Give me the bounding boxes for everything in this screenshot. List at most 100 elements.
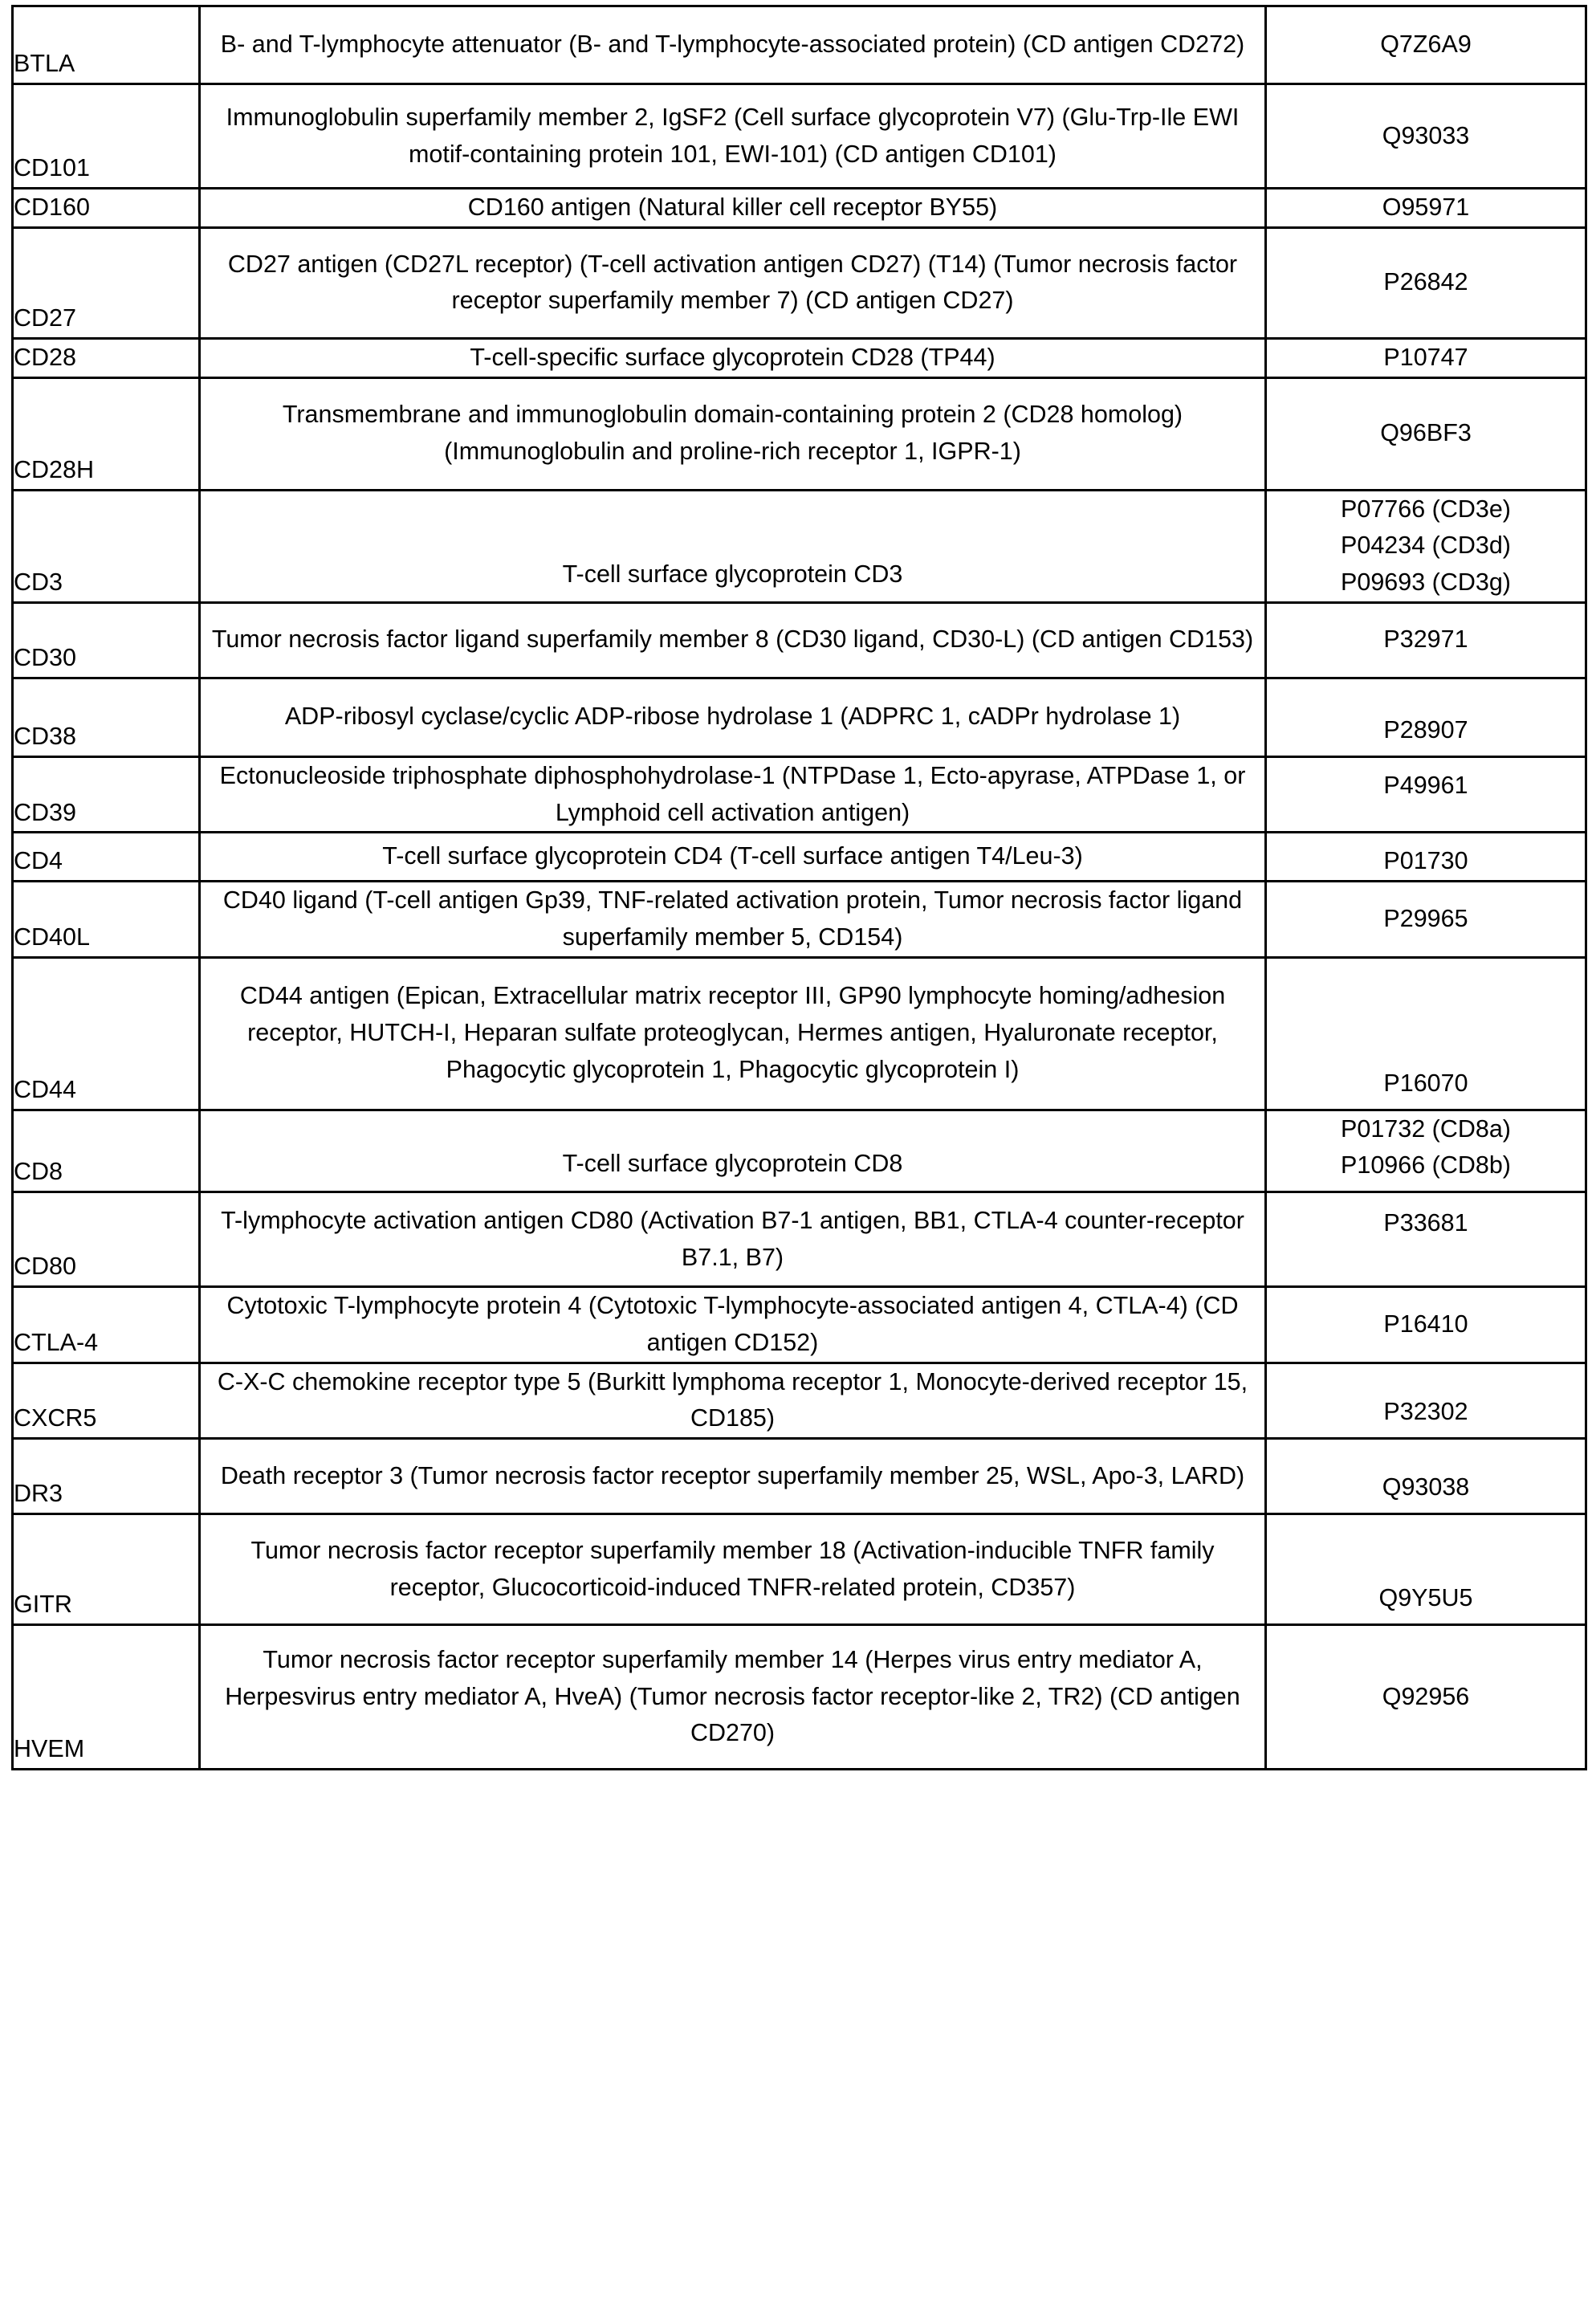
gene-symbol-cell: CD80	[13, 1192, 200, 1287]
protein-description-cell: Tumor necrosis factor receptor superfami…	[200, 1625, 1266, 1770]
protein-description-cell: CD27 antigen (CD27L receptor) (T-cell ac…	[200, 227, 1266, 338]
protein-description-cell: CD40 ligand (T-cell antigen Gp39, TNF-re…	[200, 882, 1266, 958]
protein-description-cell: T-cell surface glycoprotein CD3	[200, 490, 1266, 602]
protein-description-cell: T-cell surface glycoprotein CD4 (T-cell …	[200, 833, 1266, 882]
protein-description-cell: B- and T-lymphocyte attenuator (B- and T…	[200, 6, 1266, 84]
uniprot-accession-cell: P32971	[1266, 602, 1586, 678]
uniprot-accession: P10747	[1267, 340, 1585, 377]
uniprot-accession-cell: P29965	[1266, 882, 1586, 958]
uniprot-accession: P28907	[1267, 712, 1585, 749]
protein-description-cell: ADP-ribosyl cyclase/cyclic ADP-ribose hy…	[200, 678, 1266, 756]
uniprot-accession: P01732 (CD8a)	[1267, 1111, 1585, 1148]
protein-description-cell: Tumor necrosis factor receptor superfami…	[200, 1514, 1266, 1625]
gene-symbol-cell: DR3	[13, 1439, 200, 1514]
uniprot-accession: P32971	[1267, 621, 1585, 658]
gene-symbol-cell: CD3	[13, 490, 200, 602]
gene-symbol-cell: CD27	[13, 227, 200, 338]
gene-symbol-cell: CD28H	[13, 377, 200, 490]
protein-description-cell: T-cell surface glycoprotein CD8	[200, 1110, 1266, 1192]
table-row: CD44CD44 antigen (Epican, Extracellular …	[13, 957, 1586, 1110]
uniprot-accession: Q96BF3	[1267, 415, 1585, 452]
gene-symbol-cell: CD40L	[13, 882, 200, 958]
table-row: CD160CD160 antigen (Natural killer cell …	[13, 189, 1586, 228]
uniprot-accession: Q9Y5U5	[1267, 1580, 1585, 1617]
protein-description-cell: T-cell-specific surface glycoprotein CD2…	[200, 338, 1266, 377]
table-body: BTLAB- and T-lymphocyte attenuator (B- a…	[13, 6, 1586, 1770]
uniprot-accession-cell: P49961	[1266, 756, 1586, 833]
table-row: CD39Ectonucleoside triphosphate diphosph…	[13, 756, 1586, 833]
uniprot-accession-cell: P32302	[1266, 1363, 1586, 1439]
uniprot-accession-cell: P01730	[1266, 833, 1586, 882]
gene-symbol-cell: CD44	[13, 957, 200, 1110]
gene-symbol-cell: CD8	[13, 1110, 200, 1192]
table-row: HVEMTumor necrosis factor receptor super…	[13, 1625, 1586, 1770]
uniprot-accession-cell: P26842	[1266, 227, 1586, 338]
gene-symbol-cell: CXCR5	[13, 1363, 200, 1439]
uniprot-accession-cell: P33681	[1266, 1176, 1586, 1271]
gene-symbol-cell: GITR	[13, 1514, 200, 1625]
gene-symbol-cell: CD160	[13, 189, 200, 228]
uniprot-accession: P29965	[1267, 901, 1585, 938]
table-row: CD27CD27 antigen (CD27L receptor) (T-cel…	[13, 227, 1586, 338]
gene-symbol-cell: CD28	[13, 338, 200, 377]
table-row: CD40LCD40 ligand (T-cell antigen Gp39, T…	[13, 882, 1586, 958]
table-row: CD80T-lymphocyte activation antigen CD80…	[13, 1192, 1586, 1287]
protein-description-cell: Cytotoxic T-lymphocyte protein 4 (Cytoto…	[200, 1287, 1266, 1363]
uniprot-accession: P01730	[1267, 843, 1585, 880]
protein-description-cell: CD160 antigen (Natural killer cell recep…	[200, 189, 1266, 228]
uniprot-accession: P49961	[1267, 768, 1585, 805]
uniprot-accession: P04234 (CD3d)	[1267, 528, 1585, 564]
uniprot-accession-cell: P07766 (CD3e)P04234 (CD3d)P09693 (CD3g)	[1266, 490, 1586, 602]
uniprot-accession: Q93038	[1267, 1469, 1585, 1506]
protein-description-cell: CD44 antigen (Epican, Extracellular matr…	[200, 957, 1266, 1110]
table-row: CD3T-cell surface glycoprotein CD3P07766…	[13, 490, 1586, 602]
table-row: GITRTumor necrosis factor receptor super…	[13, 1514, 1586, 1625]
gene-symbol-cell: CD101	[13, 84, 200, 189]
table-row: CXCR5C-X-C chemokine receptor type 5 (Bu…	[13, 1363, 1586, 1439]
protein-description-cell: Death receptor 3 (Tumor necrosis factor …	[200, 1439, 1266, 1514]
table-row: CD38ADP-ribosyl cyclase/cyclic ADP-ribos…	[13, 678, 1586, 756]
uniprot-accession: O95971	[1267, 189, 1585, 226]
uniprot-accession: Q7Z6A9	[1267, 26, 1585, 63]
uniprot-accession: Q92956	[1267, 1679, 1585, 1716]
uniprot-accession-cell: P10747	[1266, 338, 1586, 377]
table-row: CD101Immunoglobulin superfamily member 2…	[13, 84, 1586, 189]
uniprot-accession: P16410	[1267, 1306, 1585, 1343]
protein-description-cell: Immunoglobulin superfamily member 2, IgS…	[200, 84, 1266, 189]
gene-symbol-cell: CD39	[13, 756, 200, 833]
uniprot-accession-cell: P28907	[1266, 678, 1586, 756]
gene-symbol-cell: CD38	[13, 678, 200, 756]
uniprot-accession-cell: Q93033	[1266, 84, 1586, 189]
protein-reference-table: BTLAB- and T-lymphocyte attenuator (B- a…	[11, 5, 1587, 1770]
gene-symbol-cell: CTLA-4	[13, 1287, 200, 1363]
protein-description-cell: Transmembrane and immunoglobulin domain-…	[200, 377, 1266, 490]
gene-symbol-cell: HVEM	[13, 1625, 200, 1770]
protein-description-cell: Ectonucleoside triphosphate diphosphohyd…	[200, 756, 1266, 833]
table-row: CD28T-cell-specific surface glycoprotein…	[13, 338, 1586, 377]
uniprot-accession-cell: Q92956	[1266, 1625, 1586, 1770]
uniprot-accession: P07766 (CD3e)	[1267, 491, 1585, 528]
table-row: CD4T-cell surface glycoprotein CD4 (T-ce…	[13, 833, 1586, 882]
uniprot-accession-cell: P16410	[1266, 1287, 1586, 1363]
uniprot-accession: P33681	[1267, 1205, 1585, 1242]
document-page: BTLAB- and T-lymphocyte attenuator (B- a…	[0, 0, 1596, 2314]
uniprot-accession-cell: Q9Y5U5	[1266, 1514, 1586, 1625]
gene-symbol-cell: BTLA	[13, 6, 200, 84]
table-row: CTLA-4Cytotoxic T-lymphocyte protein 4 (…	[13, 1287, 1586, 1363]
table-row: CD30Tumor necrosis factor ligand superfa…	[13, 602, 1586, 678]
gene-symbol-cell: CD4	[13, 833, 200, 882]
uniprot-accession: P09693 (CD3g)	[1267, 564, 1585, 601]
protein-description-cell: C-X-C chemokine receptor type 5 (Burkitt…	[200, 1363, 1266, 1439]
uniprot-accession: P26842	[1267, 264, 1585, 301]
table-row: BTLAB- and T-lymphocyte attenuator (B- a…	[13, 6, 1586, 84]
gene-symbol-cell: CD30	[13, 602, 200, 678]
table-row: DR3Death receptor 3 (Tumor necrosis fact…	[13, 1439, 1586, 1514]
uniprot-accession: Q93033	[1267, 118, 1585, 155]
uniprot-accession-cell: Q93038	[1266, 1439, 1586, 1514]
uniprot-accession-cell: O95971	[1266, 189, 1586, 228]
protein-description-cell: T-lymphocyte activation antigen CD80 (Ac…	[200, 1192, 1266, 1287]
uniprot-accession: P32302	[1267, 1394, 1585, 1431]
uniprot-accession-cell: Q7Z6A9	[1266, 6, 1586, 84]
table-row: CD28HTransmembrane and immunoglobulin do…	[13, 377, 1586, 490]
uniprot-accession-cell: P16070	[1266, 957, 1586, 1110]
